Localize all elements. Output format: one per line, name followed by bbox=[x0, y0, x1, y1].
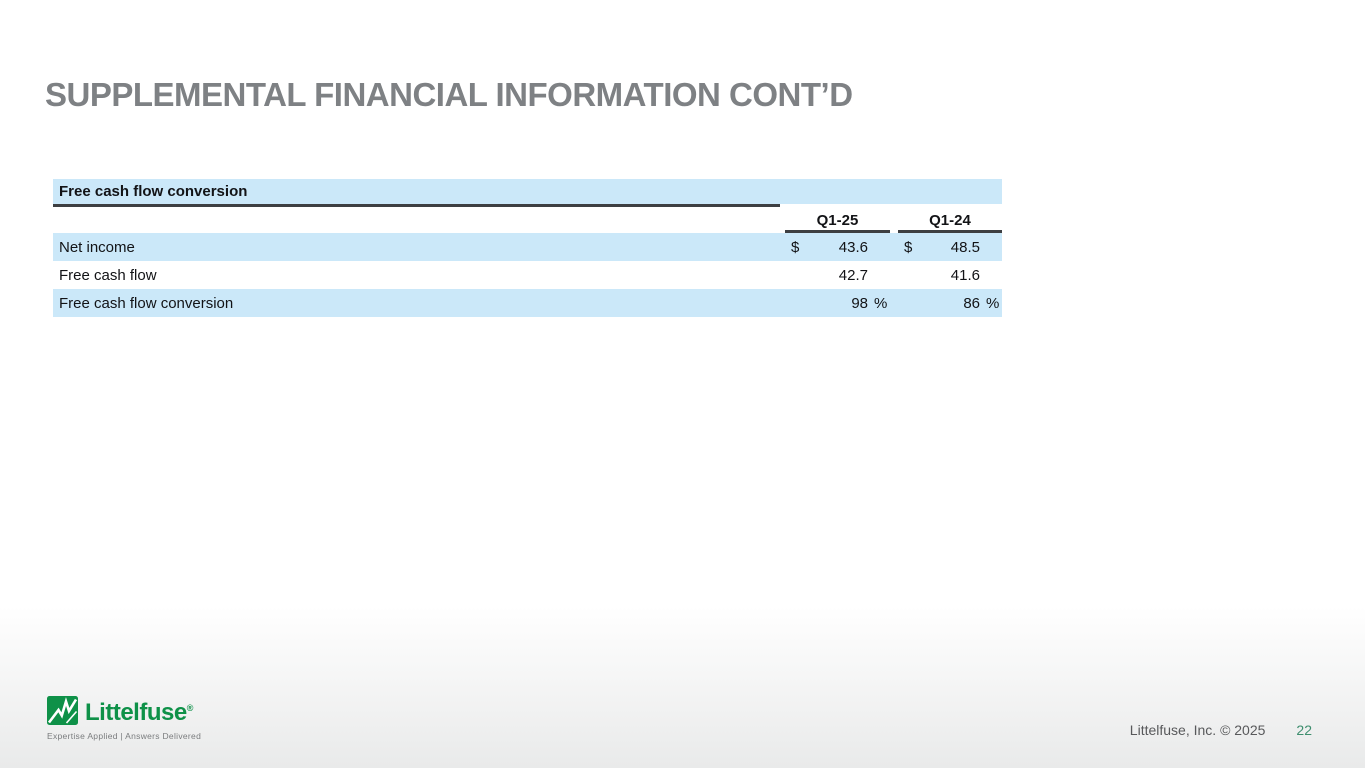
littelfuse-logo: Littelfuse® Expertise Applied | Answers … bbox=[47, 694, 201, 741]
column-header-q1-25: Q1-25 bbox=[785, 207, 890, 233]
cell-value: 43.6 bbox=[838, 238, 868, 256]
table-header-row: Q1-25 Q1-24 bbox=[53, 207, 1002, 233]
cell-q1-24: 86 % bbox=[898, 295, 1002, 312]
table-row-free-cash-flow: Free cash flow 42.7 41.6 bbox=[53, 261, 1002, 289]
header-label-spacer bbox=[53, 207, 785, 233]
currency-symbol: $ bbox=[904, 238, 913, 256]
column-gap bbox=[890, 207, 898, 233]
row-label: Net income bbox=[59, 238, 135, 256]
cell-value: 98 bbox=[851, 294, 868, 312]
page-number: 22 bbox=[1296, 722, 1312, 738]
cell-q1-25: 98 % bbox=[785, 295, 890, 312]
cell-q1-25: 42.7 bbox=[785, 267, 890, 284]
registered-mark: ® bbox=[186, 703, 194, 713]
cell-value: 41.6 bbox=[950, 266, 980, 284]
cell-q1-24: 41.6 bbox=[898, 267, 1002, 284]
percent-sign: % bbox=[874, 294, 888, 312]
row-label: Free cash flow conversion bbox=[59, 294, 234, 312]
copyright-text: Littelfuse, Inc. © 2025 bbox=[1129, 722, 1266, 738]
table-row-net-income: Net income $ 43.6 $ 48.5 bbox=[53, 233, 1002, 261]
logo-tagline: Expertise Applied | Answers Delivered bbox=[47, 731, 202, 741]
cell-value: 48.5 bbox=[950, 238, 980, 256]
cell-q1-24: $ 48.5 bbox=[898, 239, 1002, 256]
cell-value: 42.7 bbox=[838, 266, 868, 284]
table-title-row: Free cash flow conversion bbox=[53, 179, 1002, 204]
table-row-fcf-conversion: Free cash flow conversion 98 % 86 % bbox=[53, 289, 1002, 317]
cell-q1-25: $ 43.6 bbox=[785, 239, 890, 256]
logo-wordmark: Littelfuse® bbox=[85, 694, 193, 727]
column-header-q1-24: Q1-24 bbox=[898, 207, 1002, 233]
percent-sign: % bbox=[986, 294, 1000, 312]
cell-value: 86 bbox=[963, 294, 980, 312]
logo-wordmark-text: Littelfuse bbox=[85, 699, 187, 726]
logo-row: Littelfuse® bbox=[47, 694, 201, 727]
table-title: Free cash flow conversion bbox=[59, 183, 248, 200]
footer-right: Littelfuse, Inc. © 2025 22 bbox=[1130, 722, 1312, 738]
currency-symbol: $ bbox=[791, 238, 800, 256]
table-title-underline bbox=[53, 204, 780, 207]
financial-table: Free cash flow conversion Q1-25 Q1-24 Ne… bbox=[53, 179, 1002, 317]
littelfuse-pulse-icon bbox=[47, 696, 78, 725]
row-label: Free cash flow bbox=[59, 266, 157, 284]
page-title: SUPPLEMENTAL FINANCIAL INFORMATION CONT’… bbox=[45, 76, 853, 113]
